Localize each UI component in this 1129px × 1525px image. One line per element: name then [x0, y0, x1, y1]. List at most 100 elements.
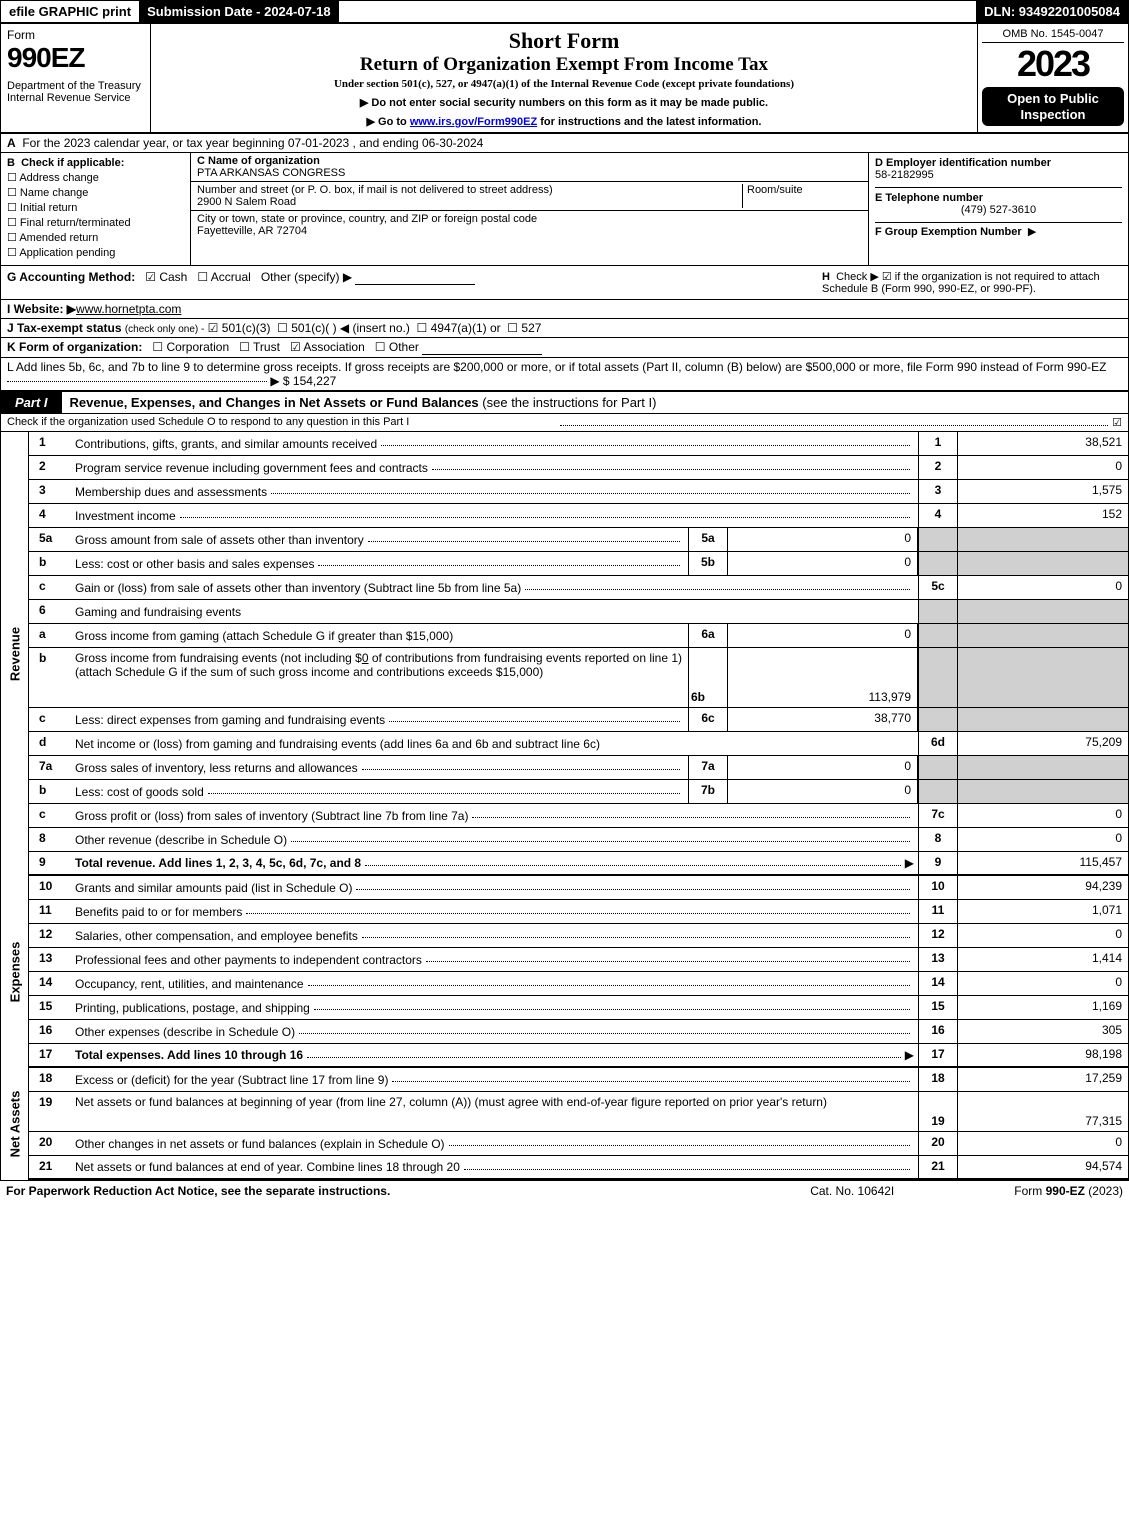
line-8: 8Other revenue (describe in Schedule O) … [29, 828, 1128, 852]
open-to-public: Open to Public Inspection [982, 87, 1124, 126]
chk-other-org[interactable] [375, 340, 389, 354]
chk-accrual[interactable] [197, 270, 210, 284]
footer-right: Form 990-EZ (2023) [1014, 1184, 1123, 1198]
chk-initial-return[interactable]: Initial return [7, 201, 184, 214]
netassets-vlabel: Net Assets [1, 1068, 29, 1180]
line-11: 11Benefits paid to or for members111,071 [29, 900, 1128, 924]
header-center: Short Form Return of Organization Exempt… [151, 24, 978, 132]
row-A-text: For the 2023 calendar year, or tax year … [22, 136, 483, 150]
col-DEF: D Employer identification number 58-2182… [868, 153, 1128, 265]
line-6b: b Gross income from fundraising events (… [29, 648, 1128, 708]
chk-H[interactable] [882, 271, 895, 283]
chk-association[interactable] [290, 340, 303, 354]
line-3: 3Membership dues and assessments 31,575 [29, 480, 1128, 504]
col-B: B Check if applicable: Address change Na… [1, 153, 191, 265]
C-city-label: City or town, state or province, country… [197, 213, 862, 225]
L-text: L Add lines 5b, 6c, and 7b to line 9 to … [7, 360, 1106, 374]
chk-name-change[interactable]: Name change [7, 186, 184, 199]
row-A: A For the 2023 calendar year, or tax yea… [1, 134, 1128, 153]
footer-left: For Paperwork Reduction Act Notice, see … [6, 1184, 810, 1198]
other-specify-input[interactable] [355, 270, 475, 285]
website-value: www.hornetpta.com [76, 302, 181, 316]
chk-4947[interactable] [417, 321, 431, 335]
line-9: 9Total revenue. Add lines 1, 2, 3, 4, 5c… [29, 852, 1128, 876]
J-insert: ◀ (insert no.) [340, 321, 410, 335]
form-number: 990EZ [7, 42, 144, 74]
line-6a: aGross income from gaming (attach Schedu… [29, 624, 1128, 648]
line-1: 1Contributions, gifts, grants, and simil… [29, 432, 1128, 456]
room-suite-label: Room/suite [747, 184, 862, 196]
header-left: Form 990EZ Department of the Treasury In… [1, 24, 151, 132]
line-2: 2Program service revenue including gover… [29, 456, 1128, 480]
expenses-lines: 10Grants and similar amounts paid (list … [29, 876, 1128, 1068]
line-13: 13Professional fees and other payments t… [29, 948, 1128, 972]
E-label: E Telephone number [875, 192, 983, 204]
6b-contrib-amount: 0 [362, 651, 369, 665]
dept-label: Department of the Treasury Internal Reve… [7, 80, 144, 104]
netassets-lines: 18Excess or (deficit) for the year (Subt… [29, 1068, 1128, 1180]
D-label: D Employer identification number [875, 157, 1051, 169]
D-row: D Employer identification number 58-2182… [875, 155, 1122, 188]
line-20: 20Other changes in net assets or fund ba… [29, 1132, 1128, 1156]
chk-application-pending[interactable]: Application pending [7, 246, 184, 259]
revenue-vlabel: Revenue [1, 432, 29, 876]
row-K: K Form of organization: Corporation Trus… [1, 338, 1128, 358]
C-street-row: Number and street (or P. O. box, if mail… [191, 182, 868, 211]
line-5c: cGain or (loss) from sale of assets othe… [29, 576, 1128, 600]
instruction-1-text: Do not enter social security numbers on … [371, 97, 768, 109]
L-value: $ 154,227 [283, 374, 336, 388]
part-I-title: Revenue, Expenses, and Changes in Net As… [62, 395, 1128, 410]
title-sub: Under section 501(c), 527, or 4947(a)(1)… [159, 78, 969, 90]
other-org-input[interactable] [422, 340, 542, 355]
line-5b: bLess: cost or other basis and sales exp… [29, 552, 1128, 576]
top-bar: efile GRAPHIC print Submission Date - 20… [1, 1, 1128, 24]
org-street: 2900 N Salem Road [197, 196, 742, 208]
H-block: H Check ▶ if the organization is not req… [822, 270, 1122, 295]
form-header: Form 990EZ Department of the Treasury In… [1, 24, 1128, 134]
line-12: 12Salaries, other compensation, and empl… [29, 924, 1128, 948]
topbar-spacer [339, 1, 977, 22]
chk-amended-return[interactable]: Amended return [7, 231, 184, 244]
dln-label: DLN: 93492201005084 [976, 1, 1128, 22]
J-note: (check only one) - [125, 324, 204, 335]
chk-527[interactable] [507, 321, 521, 335]
ein-value: 58-2182995 [875, 169, 1122, 181]
chk-501c[interactable] [277, 321, 291, 335]
chk-corporation[interactable] [152, 340, 166, 354]
telephone-value: (479) 527-3610 [875, 204, 1122, 216]
B-header: B Check if applicable: [7, 157, 184, 169]
H-pre: Check ▶ [836, 271, 879, 283]
org-name: PTA ARKANSAS CONGRESS [197, 167, 862, 179]
revenue-section: Revenue 1Contributions, gifts, grants, a… [1, 432, 1128, 876]
title-short-form: Short Form [159, 28, 969, 54]
line-6: 6Gaming and fundraising events [29, 600, 1128, 624]
chk-cash[interactable] [145, 270, 159, 284]
org-city: Fayetteville, AR 72704 [197, 225, 862, 237]
irs-link[interactable]: www.irs.gov/Form990EZ [410, 116, 537, 128]
footer-catno: Cat. No. 10642I [810, 1184, 894, 1198]
line-5a: 5aGross amount from sale of assets other… [29, 528, 1128, 552]
chk-schedule-O[interactable] [1112, 416, 1122, 429]
efile-print-label[interactable]: efile GRAPHIC print [1, 1, 139, 22]
line-7a: 7aGross sales of inventory, less returns… [29, 756, 1128, 780]
line-6d: dNet income or (loss) from gaming and fu… [29, 732, 1128, 756]
instruction-1: ▶ Do not enter social security numbers o… [159, 96, 969, 109]
col-C: C Name of organization PTA ARKANSAS CONG… [191, 153, 868, 265]
part-I-tab: Part I [1, 392, 62, 413]
G-label: G Accounting Method: [7, 270, 135, 284]
K-label: K Form of organization: [7, 340, 142, 354]
chk-trust[interactable] [239, 340, 253, 354]
title-main: Return of Organization Exempt From Incom… [159, 54, 969, 76]
G-block: G Accounting Method: Cash Accrual Other … [7, 270, 822, 295]
line-10: 10Grants and similar amounts paid (list … [29, 876, 1128, 900]
instruction-2-post: for instructions and the latest informat… [537, 116, 761, 128]
row-G-H: G Accounting Method: Cash Accrual Other … [1, 266, 1128, 300]
chk-address-change[interactable]: Address change [7, 171, 184, 184]
F-row: F Group Exemption Number ▶ [875, 225, 1122, 238]
line-6c: cLess: direct expenses from gaming and f… [29, 708, 1128, 732]
form-990ez-page: efile GRAPHIC print Submission Date - 20… [0, 0, 1129, 1181]
line-21: 21Net assets or fund balances at end of … [29, 1156, 1128, 1180]
block-B-to-F: B Check if applicable: Address change Na… [1, 153, 1128, 266]
chk-final-return[interactable]: Final return/terminated [7, 216, 184, 229]
chk-501c3[interactable] [208, 321, 222, 335]
